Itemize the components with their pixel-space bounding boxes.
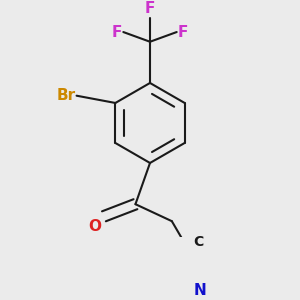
Text: C: C xyxy=(194,235,204,249)
Text: N: N xyxy=(194,283,206,298)
Text: F: F xyxy=(145,1,155,16)
Text: F: F xyxy=(178,25,188,40)
Text: O: O xyxy=(88,219,101,234)
Text: F: F xyxy=(112,25,122,40)
Text: Br: Br xyxy=(56,88,75,103)
